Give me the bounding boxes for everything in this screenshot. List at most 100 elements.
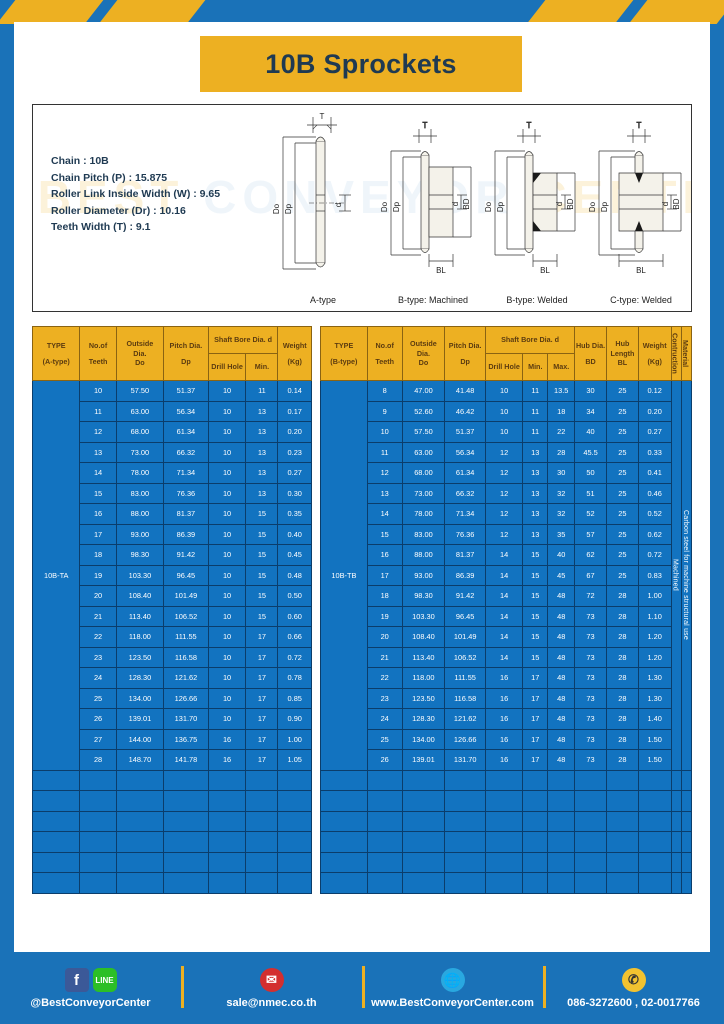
cell-empty <box>366 831 403 853</box>
cell-min-bore: 17 <box>245 708 279 730</box>
cell-pitch-dia: 51.37 <box>163 380 209 402</box>
facebook-icon[interactable]: f <box>64 968 89 992</box>
cell-outside-dia: 113.40 <box>115 605 165 627</box>
phone-icon[interactable]: ✆ <box>621 968 646 992</box>
cell-empty <box>574 769 607 791</box>
svg-text:Do: Do <box>588 201 597 212</box>
th-outside-dia: Outside Dia. Do <box>401 326 446 381</box>
cell-empty <box>79 769 117 791</box>
cell-teeth: 15 <box>79 482 117 504</box>
cell-empty <box>163 872 209 894</box>
cell-max-bore: 28 <box>547 441 576 463</box>
cell-max-bore: 40 <box>547 544 576 566</box>
cell-pitch-dia: 91.42 <box>444 585 487 607</box>
cell-hub-dia: 51 <box>574 482 607 504</box>
cell-empty <box>366 810 403 832</box>
spec-roller-width: Roller Link Inside Width (W) : 9.65 <box>51 188 221 200</box>
cell-pitch-dia: 106.52 <box>444 646 487 668</box>
cell-teeth: 10 <box>79 380 117 402</box>
cell-drill-hole: 10 <box>485 400 524 422</box>
th-drill-hole: Drill Hole <box>485 353 524 381</box>
cell-outside-dia: 88.00 <box>401 544 446 566</box>
th-min: Min. <box>245 353 279 381</box>
cell-empty <box>320 831 368 853</box>
footer-website[interactable]: 🌐 www.BestConveyorCenter.com <box>362 952 543 1024</box>
cell-min-bore: 15 <box>522 646 549 668</box>
cell-min-bore: 13 <box>245 482 279 504</box>
th-material: Material <box>680 326 693 381</box>
cell-min-bore: 17 <box>245 667 279 689</box>
cell-empty <box>31 810 81 832</box>
svg-text:T: T <box>527 121 532 130</box>
svg-text:d: d <box>451 202 460 206</box>
cell-hub-dia: 73 <box>574 605 607 627</box>
cell-hub-length: 25 <box>605 380 639 402</box>
cell-outside-dia: 98.30 <box>115 544 165 566</box>
cell-pitch-dia: 111.55 <box>163 626 209 648</box>
cell-min-bore: 15 <box>522 626 549 648</box>
cell-empty <box>680 810 693 832</box>
th-pitch-dia: Pitch Dia. Dp <box>444 326 487 381</box>
cell-outside-dia: 103.30 <box>115 564 165 586</box>
cell-min-bore: 17 <box>245 749 279 771</box>
cell-drill-hole: 12 <box>485 441 524 463</box>
cell-empty <box>522 831 549 853</box>
cell-pitch-dia: 116.58 <box>444 687 487 709</box>
cell-teeth: 18 <box>366 585 403 607</box>
table-row: 14 78.00 71.34 12 13 32 52 25 0.52 <box>321 503 692 525</box>
cell-pitch-dia: 126.66 <box>444 728 487 750</box>
cell-teeth: 21 <box>366 646 403 668</box>
cell-pitch-dia: 111.55 <box>444 667 487 689</box>
cell-empty <box>637 831 672 853</box>
svg-text:Do: Do <box>272 203 281 214</box>
cell-min-bore: 13 <box>245 400 279 422</box>
svg-text:Dp: Dp <box>284 203 293 214</box>
cell-empty <box>320 769 368 791</box>
svg-text:Dp: Dp <box>392 201 401 212</box>
cell-drill-hole: 10 <box>207 441 247 463</box>
footer-email[interactable]: ✉ sale@nmec.co.th <box>181 952 362 1024</box>
footer-social[interactable]: f LINE @BestConveyorCenter <box>0 952 181 1024</box>
svg-text:Do: Do <box>484 201 493 212</box>
table-row: 10B-TA 10 57.50 51.37 10 11 0.14 <box>31 380 312 771</box>
cell-empty <box>277 872 312 894</box>
globe-icon[interactable]: 🌐 <box>440 968 465 992</box>
diagram-caption: B-type: Welded <box>506 295 568 305</box>
cell-teeth: 9 <box>366 400 403 422</box>
top-chevron-band <box>0 0 724 24</box>
line-icon[interactable]: LINE <box>92 968 117 992</box>
cell-empty <box>115 769 165 791</box>
cell-hub-length: 25 <box>605 482 639 504</box>
email-icon[interactable]: ✉ <box>259 968 284 992</box>
cell-empty <box>401 769 446 791</box>
table-row: 17 93.00 86.39 14 15 45 67 25 0.83 <box>321 564 692 586</box>
cell-teeth: 23 <box>79 646 117 668</box>
footer-website-text: www.BestConveyorCenter.com <box>371 997 534 1009</box>
cell-max-bore: 45 <box>547 564 576 586</box>
svg-text:BL: BL <box>636 266 646 275</box>
cell-max-bore: 18 <box>547 400 576 422</box>
cell-empty <box>163 810 209 832</box>
cell-empty <box>670 810 682 832</box>
cell-empty <box>163 831 209 853</box>
cell-empty <box>680 831 693 853</box>
table-row: 26 139.01 131.70 16 17 48 73 28 1.50 <box>321 749 692 771</box>
cell-empty <box>245 810 279 832</box>
cell-drill-hole: 14 <box>485 605 524 627</box>
cell-weight: 0.90 <box>277 708 312 730</box>
cell-pitch-dia: 71.34 <box>163 462 209 484</box>
cell-teeth: 17 <box>79 523 117 545</box>
cell-outside-dia: 128.30 <box>401 708 446 730</box>
cell-min-bore: 13 <box>522 441 549 463</box>
svg-text:BD: BD <box>462 198 471 209</box>
cell-empty <box>605 810 639 832</box>
cell-empty <box>522 872 549 894</box>
cell-hub-dia: 40 <box>574 421 607 443</box>
cell-outside-dia: 144.00 <box>115 728 165 750</box>
cell-empty <box>79 831 117 853</box>
table-b-body: 10B-TB 8 47.00 41.48 10 11 13.5 30 25 0.12 Machine… <box>320 380 693 894</box>
table-row-empty <box>320 851 693 873</box>
footer-phone[interactable]: ✆ 086-3272600 , 02-0017766 <box>543 952 724 1024</box>
cell-empty <box>444 769 487 791</box>
cell-empty <box>547 810 576 832</box>
